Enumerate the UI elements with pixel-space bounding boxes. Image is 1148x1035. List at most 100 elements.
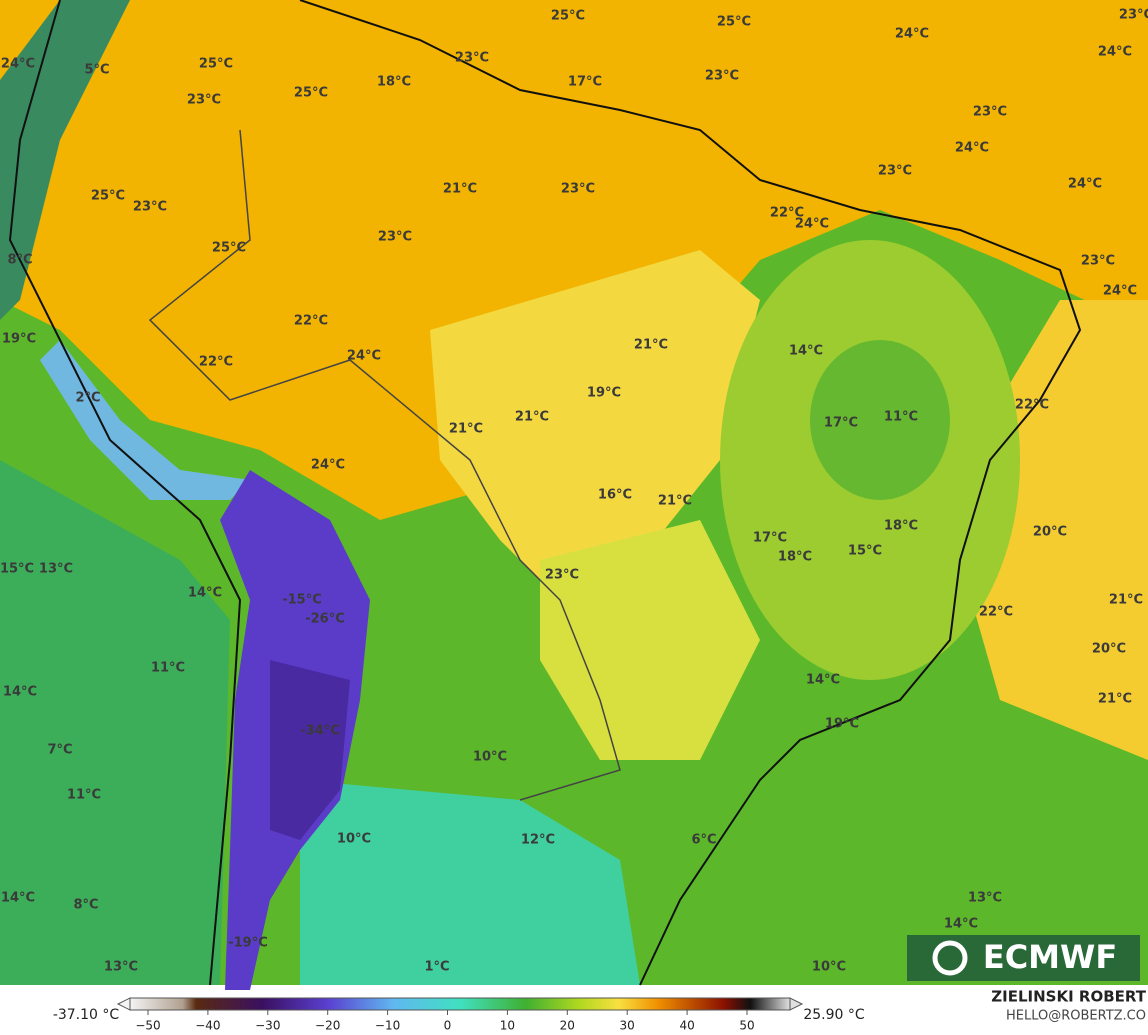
colorbar-tick-label: −50 — [135, 1019, 160, 1033]
temperature-label: -34°C — [300, 724, 340, 739]
temperature-label: 8°C — [7, 253, 32, 268]
colorbar-max: 25.90 °C — [803, 1007, 865, 1023]
temperature-label: 14°C — [806, 673, 840, 688]
temperature-label: 13°C — [39, 562, 73, 577]
temperature-label: 14°C — [3, 685, 37, 700]
temperature-label: 24°C — [1103, 284, 1137, 299]
temperature-label: 20°C — [1033, 525, 1067, 540]
temperature-label: 15°C — [0, 562, 34, 577]
temperature-label: 11°C — [67, 788, 101, 803]
temperature-label: 18°C — [778, 550, 812, 565]
colorbar-gradient — [129, 997, 791, 1011]
temperature-label: 18°C — [377, 75, 411, 90]
temperature-label: 22°C — [979, 605, 1013, 620]
temperature-label: 14°C — [789, 344, 823, 359]
colorbar-tick-label: −10 — [375, 1019, 400, 1033]
credit-email: HELLO@ROBERTZ.CO — [1006, 1009, 1146, 1024]
temperature-label: 21°C — [658, 494, 692, 509]
temperature-label: 24°C — [1, 57, 35, 72]
temperature-label: 24°C — [347, 349, 381, 364]
colorbar-tick-label: 50 — [739, 1019, 754, 1033]
temperature-label: 12°C — [521, 833, 555, 848]
temperature-label: 24°C — [311, 458, 345, 473]
temperature-label: 17°C — [753, 531, 787, 546]
temperature-label: 23°C — [973, 105, 1007, 120]
temperature-label: 19°C — [587, 386, 621, 401]
temperature-label: 24°C — [1098, 45, 1132, 60]
temperature-label: 17°C — [824, 416, 858, 431]
colorbar-tick-label: 0 — [444, 1019, 452, 1033]
temperature-label: 24°C — [895, 27, 929, 42]
temperature-label: 19°C — [2, 332, 36, 347]
temperature-label: 21°C — [1109, 593, 1143, 608]
temperature-label: 15°C — [848, 544, 882, 559]
temperature-label: -15°C — [282, 593, 322, 608]
temperature-label: 21°C — [449, 422, 483, 437]
temperature-label: 25°C — [717, 15, 751, 30]
temperature-label: -26°C — [305, 612, 345, 627]
temperature-label: 16°C — [598, 488, 632, 503]
colorbar-min: -37.10 °C — [53, 1007, 120, 1023]
temperature-label: 6°C — [691, 833, 716, 848]
temperature-label: 22°C — [1015, 398, 1049, 413]
colorbar-tick-label: 40 — [679, 1019, 694, 1033]
temperature-label: 10°C — [337, 832, 371, 847]
temperature-label: 24°C — [955, 141, 989, 156]
temperature-label: 10°C — [812, 960, 846, 975]
temperature-label: 21°C — [634, 338, 668, 353]
temperature-label: 22°C — [199, 355, 233, 370]
colorbar-tick-label: 10 — [500, 1019, 515, 1033]
temperature-label: 24°C — [1068, 177, 1102, 192]
temperature-label: 24°C — [795, 217, 829, 232]
colorbar-tick-label: 30 — [620, 1019, 635, 1033]
temperature-label: 23°C — [1081, 254, 1115, 269]
temperature-label: 11°C — [151, 661, 185, 676]
temperature-label: 14°C — [1, 891, 35, 906]
colorbar-tick-label: −30 — [255, 1019, 280, 1033]
temperature-label: 22°C — [770, 206, 804, 221]
logo-text: ECMWF — [983, 938, 1117, 976]
colorbar-tick-label: 20 — [560, 1019, 575, 1033]
temperature-label: 23°C — [561, 182, 595, 197]
temperature-label: 1°C — [424, 960, 449, 975]
temperature-label: 7°C — [47, 743, 72, 758]
logo: ECMWF — [907, 935, 1140, 981]
colorbar-tick-label: −40 — [195, 1019, 220, 1033]
temperature-labels: 24°C 5°C 25°C 23°C 25°C 18°C 23°C 25°C 17°C 25°C 2… — [0, 8, 1148, 975]
temperature-label: 23°C — [187, 93, 221, 108]
temperature-label: 25°C — [91, 189, 125, 204]
temperature-label: 23°C — [878, 164, 912, 179]
temperature-label: 25°C — [294, 86, 328, 101]
colorbar: -37.10 °C 25.90 °C −50 −40 −30 −20 −10 0 10 20 3… — [53, 997, 865, 1033]
temperature-label: 23°C — [1119, 8, 1148, 23]
temperature-label: -19°C — [228, 936, 268, 951]
temperature-label: 14°C — [188, 586, 222, 601]
temperature-label: 22°C — [294, 314, 328, 329]
temperature-label: 25°C — [212, 241, 246, 256]
temperature-label: 8°C — [73, 898, 98, 913]
temperature-label: 23°C — [133, 200, 167, 215]
temperature-label: 13°C — [968, 891, 1002, 906]
temperature-label: 2°C — [75, 391, 100, 406]
temperature-label: 21°C — [515, 410, 549, 425]
temperature-label: 10°C — [473, 750, 507, 765]
temperature-label: 19°C — [825, 717, 859, 732]
temperature-label: 21°C — [1098, 692, 1132, 707]
map-background — [0, 0, 1148, 990]
temperature-label: 18°C — [884, 519, 918, 534]
temperature-label: 14°C — [944, 917, 978, 932]
temperature-label: 13°C — [104, 960, 138, 975]
temperature-label: 21°C — [443, 182, 477, 197]
temperature-label: 25°C — [199, 57, 233, 72]
colorbar-tick-label: −20 — [315, 1019, 340, 1033]
temperature-label: 17°C — [568, 75, 602, 90]
temperature-label: 20°C — [1092, 642, 1126, 657]
temperature-label: 23°C — [455, 51, 489, 66]
temperature-label: 23°C — [705, 69, 739, 84]
credit-name: ZIELINSKI ROBERT — [991, 988, 1146, 1006]
temperature-label: 23°C — [545, 568, 579, 583]
temperature-label: 5°C — [84, 63, 109, 78]
temperature-label: 25°C — [551, 9, 585, 24]
temperature-label: 23°C — [378, 230, 412, 245]
